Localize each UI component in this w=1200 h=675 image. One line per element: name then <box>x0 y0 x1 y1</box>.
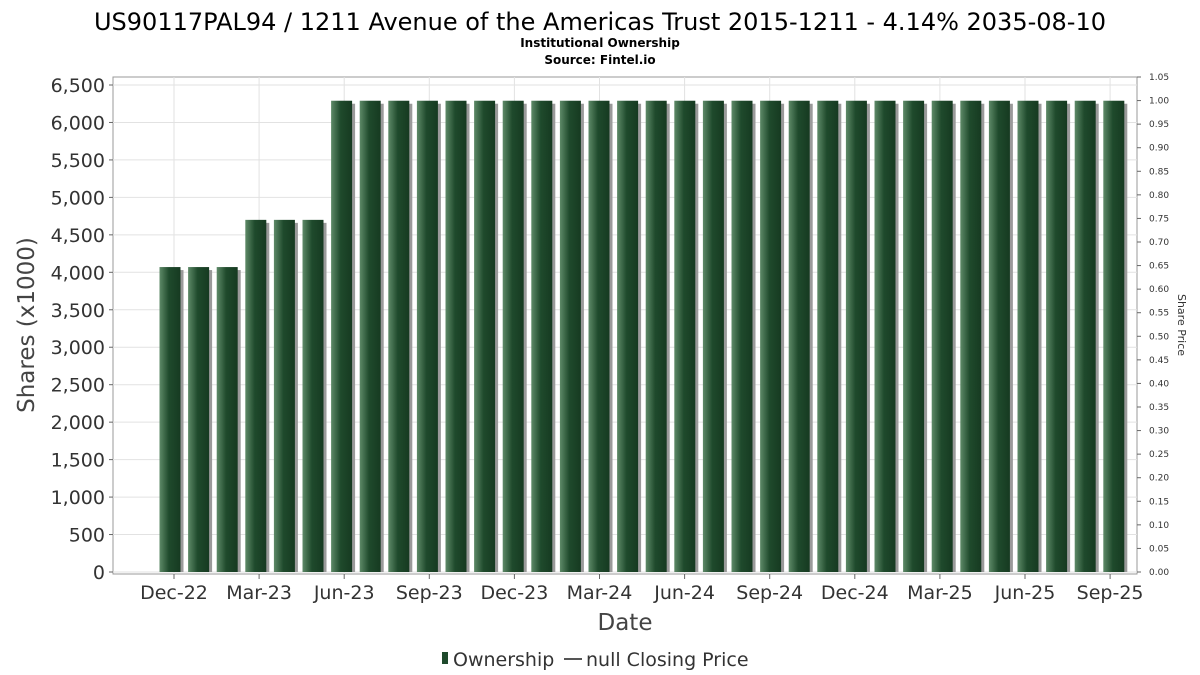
x-tick-label: Mar-23 <box>226 582 292 604</box>
ownership-bar <box>903 100 925 572</box>
x-tick-label: Sep-23 <box>396 582 463 604</box>
y2-tick-label: 0.50 <box>1149 332 1169 342</box>
chart-source: Source: Fintel.io <box>544 53 655 67</box>
x-axis-label: Date <box>598 610 653 636</box>
chart-subtitle: Institutional Ownership <box>520 36 680 50</box>
y2-tick-label: 0.80 <box>1149 191 1169 201</box>
x-tick-label: Jun-25 <box>994 582 1056 604</box>
legend: Ownership null Closing Price <box>442 649 749 671</box>
x-tick-label: Dec-22 <box>140 582 208 604</box>
ownership-bar <box>416 100 438 572</box>
y2-tick-label: 0.65 <box>1149 262 1169 272</box>
ownership-bar <box>216 267 238 572</box>
y-tick-label: 3,500 <box>51 300 105 322</box>
y-tick-label: 500 <box>69 525 105 547</box>
y2-tick-label: 0.85 <box>1149 167 1169 177</box>
y-tick-label: 5,500 <box>51 150 105 172</box>
ownership-bar <box>645 100 667 572</box>
y-tick-label: 5,000 <box>51 187 105 209</box>
ownership-bar <box>531 100 553 572</box>
y2-tick-label: 0.00 <box>1149 568 1169 578</box>
x-tick-label: Mar-25 <box>907 582 973 604</box>
y2-tick-label: 0.20 <box>1149 474 1169 484</box>
y-tick-label: 4,000 <box>51 262 105 284</box>
ownership-bar <box>617 100 639 572</box>
ownership-bar <box>1103 100 1125 572</box>
ownership-bar <box>874 100 896 572</box>
legend-price-label: null Closing Price <box>586 649 749 671</box>
ownership-bar <box>731 100 753 572</box>
y2-tick-label: 0.95 <box>1149 120 1169 130</box>
x-tick-label: Dec-24 <box>821 582 889 604</box>
x-tick-label: Sep-25 <box>1077 582 1144 604</box>
x-tick-label: Mar-24 <box>567 582 633 604</box>
ownership-bar <box>674 100 696 572</box>
ownership-bar <box>1017 100 1039 572</box>
bars <box>159 100 1128 572</box>
ownership-bar <box>931 100 953 572</box>
x-axis-ticks: Dec-22 Mar-23 Jun-23 Sep-23 Dec-23 Mar-24 Jun-… <box>140 574 1144 604</box>
ownership-bar <box>988 100 1010 572</box>
ownership-bar <box>788 100 810 572</box>
ownership-bar <box>302 219 324 572</box>
y2-tick-label: 0.30 <box>1149 427 1169 437</box>
chart-title: US90117PAL94 / 1211 Avenue of the Americ… <box>94 8 1106 36</box>
y2-axis-label: Share Price <box>1175 294 1188 356</box>
legend-ownership-label: Ownership <box>453 649 554 671</box>
y-tick-label: 1,500 <box>51 450 105 472</box>
y2-tick-label: 0.55 <box>1149 309 1169 319</box>
ownership-bar <box>188 267 210 572</box>
y2-tick-label: 0.60 <box>1149 285 1169 295</box>
y-tick-label: 3,000 <box>51 337 105 359</box>
y-tick-label: 6,000 <box>51 112 105 134</box>
ownership-bar <box>159 267 181 572</box>
y2-tick-label: 0.10 <box>1149 521 1169 531</box>
y-tick-label: 4,500 <box>51 225 105 247</box>
y-tick-label: 2,000 <box>51 412 105 434</box>
ownership-bar <box>388 100 410 572</box>
y-axis-ticks: 0 500 1,000 1,500 2,000 2,500 3,000 3,500 4,000 4… <box>51 75 113 584</box>
ownership-bar <box>1074 100 1096 572</box>
y2-tick-label: 0.45 <box>1149 356 1169 366</box>
y2-tick-label: 0.05 <box>1149 544 1169 554</box>
ownership-bar <box>331 100 353 572</box>
ownership-bar <box>502 100 524 572</box>
y-tick-label: 0 <box>93 562 105 584</box>
y2-tick-label: 0.35 <box>1149 403 1169 413</box>
ownership-bar <box>559 100 581 572</box>
x-tick-label: Sep-24 <box>736 582 803 604</box>
y2-tick-label: 0.75 <box>1149 214 1169 224</box>
ownership-bar <box>1046 100 1068 572</box>
ownership-bar <box>245 219 267 572</box>
y2-tick-label: 1.00 <box>1149 97 1169 107</box>
y2-tick-label: 0.40 <box>1149 379 1169 389</box>
y2-tick-label: 0.25 <box>1149 450 1169 460</box>
y-tick-label: 6,500 <box>51 75 105 97</box>
ownership-bar <box>273 219 295 572</box>
y-axis-label: Shares (x1000) <box>14 237 40 413</box>
legend-ownership-swatch <box>442 652 448 664</box>
ownership-bar <box>588 100 610 572</box>
y2-tick-label: 0.70 <box>1149 238 1169 248</box>
ownership-bar <box>702 100 724 572</box>
ownership-bar <box>474 100 496 572</box>
y-tick-label: 2,500 <box>51 375 105 397</box>
ownership-bar <box>359 100 381 572</box>
ownership-bar <box>817 100 839 572</box>
x-tick-label: Dec-23 <box>480 582 548 604</box>
y2-axis-ticks: 0.00 0.05 0.10 0.15 0.20 0.25 0.30 0.35 0.40 0.45… <box>1137 73 1169 578</box>
y2-tick-label: 0.15 <box>1149 497 1169 507</box>
ownership-bar <box>960 100 982 572</box>
ownership-bar <box>445 100 467 572</box>
ownership-bar <box>845 100 867 572</box>
y2-tick-label: 1.05 <box>1149 73 1169 83</box>
ownership-bar <box>760 100 782 572</box>
x-tick-label: Jun-24 <box>653 582 715 604</box>
y2-tick-label: 0.90 <box>1149 144 1169 154</box>
y-tick-label: 1,000 <box>51 487 105 509</box>
x-tick-label: Jun-23 <box>313 582 375 604</box>
